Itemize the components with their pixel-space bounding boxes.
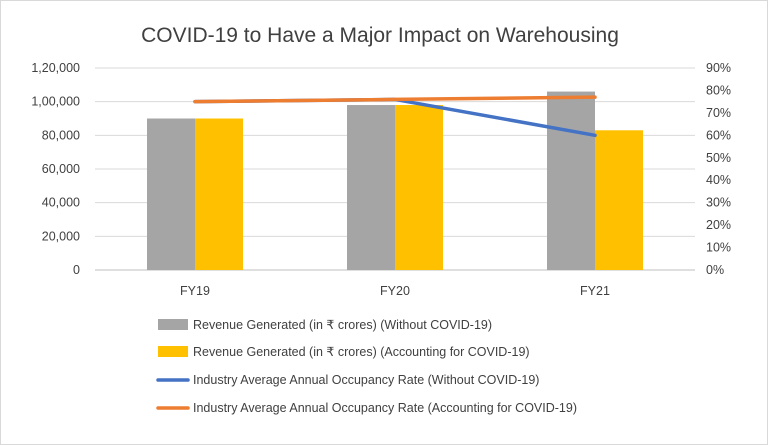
right-tick-label: 50%: [706, 151, 731, 165]
x-tick-label: FY19: [180, 284, 210, 298]
legend-swatch: [158, 319, 188, 330]
right-tick-label: 80%: [706, 83, 731, 97]
legend-label: Industry Average Annual Occupancy Rate (…: [193, 373, 539, 387]
bar-without-covid-fy19: [147, 118, 195, 270]
legend-swatch: [158, 346, 188, 357]
right-tick-label: 0%: [706, 263, 724, 277]
legend: Revenue Generated (in ₹ crores) (Without…: [156, 318, 577, 415]
right-axis-ticks: 0% 10% 20% 30% 40% 50% 60% 70% 80% 90%: [706, 61, 731, 277]
right-tick-label: 90%: [706, 61, 731, 75]
left-tick-label: 1,00,000: [31, 95, 80, 109]
right-tick-label: 30%: [706, 196, 731, 210]
bar-without-covid-fy21: [547, 91, 595, 270]
x-tick-label: FY21: [580, 284, 610, 298]
left-tick-label: 1,20,000: [31, 61, 80, 75]
bar-without-covid-fy20: [347, 105, 395, 271]
legend-label: Revenue Generated (in ₹ crores) (Without…: [193, 318, 492, 332]
x-axis-ticks: FY19 FY20 FY21: [180, 284, 610, 298]
bar-with-covid-fy20: [395, 105, 443, 271]
left-tick-label: 0: [73, 263, 80, 277]
bar-with-covid-fy21: [595, 130, 643, 270]
legend-label: Revenue Generated (in ₹ crores) (Account…: [193, 345, 530, 359]
chart-title: COVID-19 to Have a Major Impact on Wareh…: [141, 24, 619, 47]
lines: [193, 95, 597, 138]
right-tick-label: 70%: [706, 106, 731, 120]
x-tick-label: FY20: [380, 284, 410, 298]
right-tick-label: 10%: [706, 241, 731, 255]
legend-label: Industry Average Annual Occupancy Rate (…: [193, 401, 577, 415]
line-occupancy-with-covid: [193, 95, 597, 104]
left-tick-label: 60,000: [42, 162, 80, 176]
left-tick-label: 20,000: [42, 229, 80, 243]
right-tick-label: 60%: [706, 128, 731, 142]
bar-with-covid-fy19: [195, 118, 243, 270]
right-tick-label: 20%: [706, 218, 731, 232]
left-tick-label: 80,000: [42, 128, 80, 142]
left-tick-label: 40,000: [42, 196, 80, 210]
right-tick-label: 40%: [706, 173, 731, 187]
left-axis-ticks: 0 20,000 40,000 60,000 80,000 1,00,000 1,20,00…: [31, 61, 80, 277]
bars: [147, 91, 643, 271]
